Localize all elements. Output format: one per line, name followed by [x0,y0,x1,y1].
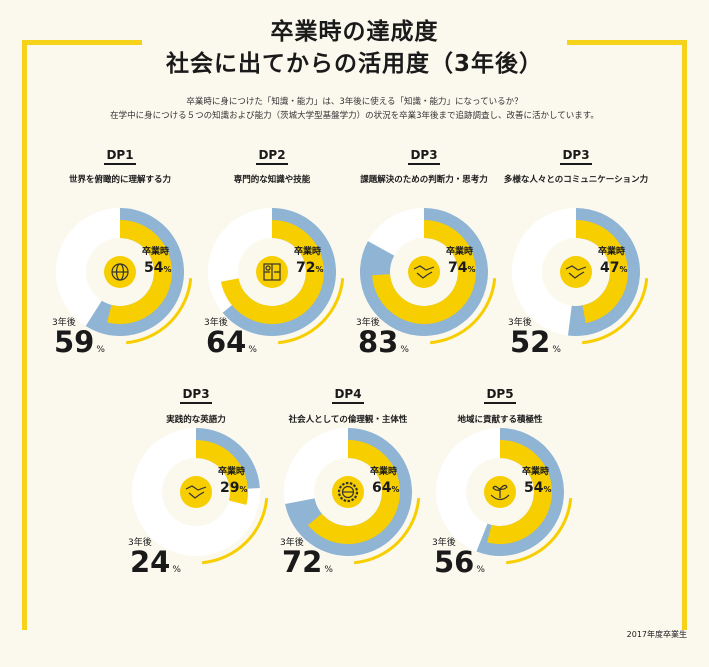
pointer-arc-2 [430,278,497,345]
pointer-arc-5 [354,498,421,565]
at-graduation-value-4: 29% [220,480,248,496]
dp-description-3: 多様な人々とのコミュニケーション力 [503,175,649,185]
after-3-years-label-1: 3年後 [204,318,228,328]
icon-badge-4 [180,476,212,508]
after-3-years-label-6: 3年後 [432,538,456,548]
dp-code-5: DP4 [298,387,398,404]
at-graduation-label-5: 卒業時 [370,467,398,477]
after-3-years-value-2: 83% [358,325,409,359]
gear-globe-icon [337,481,359,503]
after-3-years-label-5: 3年後 [280,538,304,548]
at-graduation-value-1: 72% [296,260,324,276]
at-graduation-arc-6 [487,440,552,544]
globe-icon [111,263,129,281]
at-graduation-arc-2 [372,220,476,324]
dp-code-2: DP3 [374,148,474,165]
at-graduation-arc-4 [196,440,248,505]
footnote: 2017年度卒業生 [626,630,687,639]
lead-text-line1: 卒業時に身につけた「知識・能力」は、3年後に使える「知識・能力」になっているか？ [186,97,523,107]
at-graduation-arc-5 [307,440,400,544]
donut-chart-5 [284,428,421,565]
dp-description-1: 専門的な知識や技能 [233,175,311,185]
dp-code-3: DP3 [526,148,626,165]
sprout-hands-icon [490,484,510,501]
after-3-years-value-1: 64% [206,325,257,359]
donut-chart-3 [512,208,649,345]
after-3-years-arc-6 [476,428,564,556]
dp-code-6: DP5 [450,387,550,404]
at-graduation-value-2: 74% [448,260,476,276]
after-3-years-value-5: 72% [282,545,333,579]
after-3-years-label-2: 3年後 [356,318,380,328]
at-graduation-arc-3 [576,220,628,324]
page-title-line2: 社会に出てからの活用度（3年後） [165,51,543,77]
dp-description-2: 課題解決のための判断力・思考力 [360,175,488,185]
after-3-years-value-4: 24% [130,545,181,579]
at-graduation-value-0: 54% [144,260,172,276]
dp-code-4: DP3 [146,387,246,404]
donut-chart-6 [436,428,573,565]
dp-description-5: 社会人としての倫理観・主体性 [288,415,408,425]
after-3-years-label-4: 3年後 [128,538,152,548]
dp-description-6: 地域に貢献する積極性 [457,415,543,425]
donut-chart-0 [56,208,193,345]
icon-badge-3 [560,256,592,288]
after-3-years-arc-3 [567,208,640,336]
dp-description-0: 世界を俯瞰的に理解する力 [68,175,171,185]
dp-code-0: DP1 [70,148,170,165]
handshake-icon [185,485,207,499]
puzzle-icon [263,263,281,281]
pointer-arc-3 [582,278,649,345]
donut-chart-4 [132,428,269,565]
after-3-years-label-3: 3年後 [508,318,532,328]
at-graduation-value-6: 54% [524,480,552,496]
at-graduation-arc-1 [220,220,324,324]
dp-description-4: 実践的な英語力 [166,415,226,425]
after-3-years-label-0: 3年後 [52,318,76,328]
at-graduation-label-2: 卒業時 [446,247,474,257]
at-graduation-label-1: 卒業時 [294,247,322,257]
handshake-icon [413,265,435,279]
icon-badge-2 [408,256,440,288]
pointer-arc-0 [126,278,193,345]
after-3-years-value-6: 56% [434,545,485,579]
dp-code-1: DP2 [222,148,322,165]
at-graduation-label-6: 卒業時 [522,467,550,477]
page-title-line1: 卒業時の達成度 [270,19,439,45]
pointer-arc-1 [278,278,345,345]
at-graduation-label-0: 卒業時 [142,247,170,257]
donut-chart-2 [360,208,497,345]
after-3-years-value-3: 52% [510,325,561,359]
at-graduation-label-4: 卒業時 [218,467,246,477]
pointer-arc-4 [202,498,269,565]
pointer-arc-6 [506,498,573,565]
at-graduation-value-5: 64% [372,480,400,496]
handshake-icon [565,265,587,279]
after-3-years-value-0: 59% [54,325,105,359]
donut-chart-1 [208,208,345,345]
at-graduation-value-3: 47% [600,260,628,276]
lead-text-line2: 在学中に身につける５つの知識および能力（茨城大学型基盤学力）の状況を卒業3年後ま… [110,111,599,121]
at-graduation-label-3: 卒業時 [598,247,626,257]
at-graduation-arc-0 [107,220,173,324]
